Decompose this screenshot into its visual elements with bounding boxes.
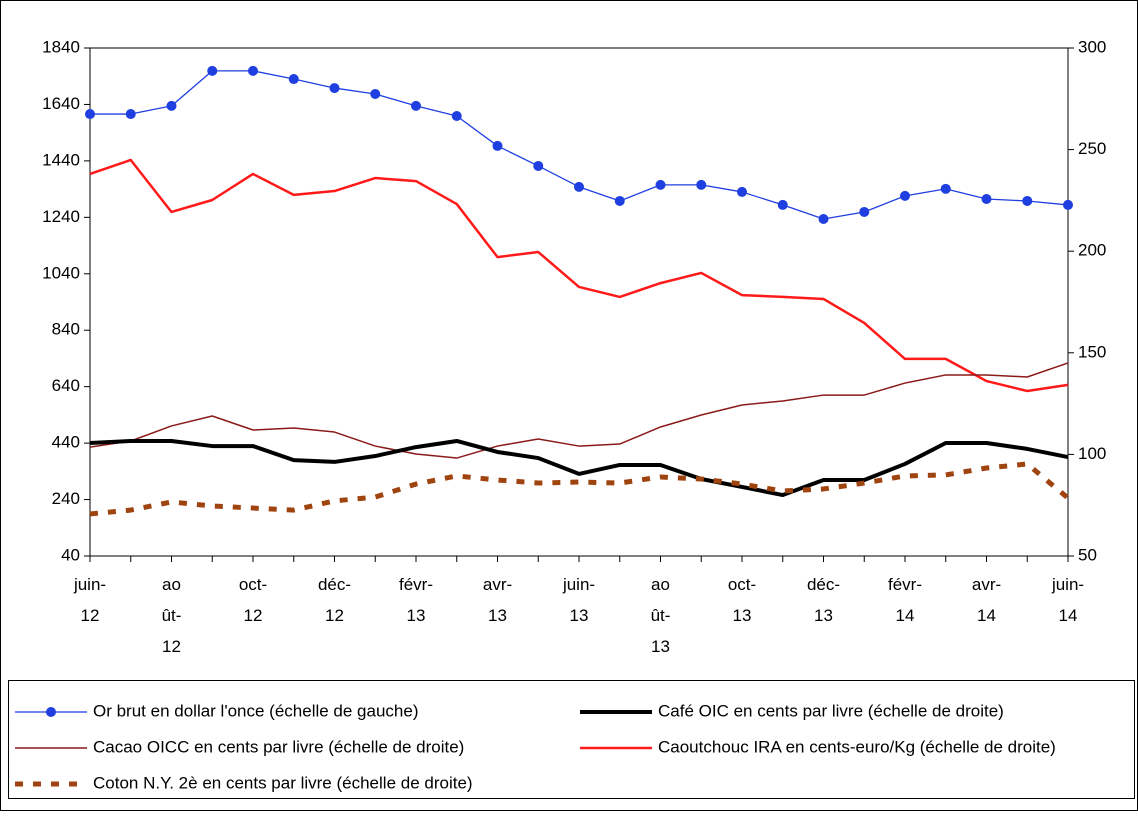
- y2-tick-label: 300: [1078, 37, 1106, 56]
- series-point: [492, 140, 503, 151]
- series-point: [614, 195, 625, 206]
- series-point: [533, 160, 544, 171]
- y-tick-label: 40: [61, 545, 80, 564]
- series-point: [451, 111, 462, 122]
- series-point: [1022, 195, 1033, 206]
- x-tick-label: févr-13: [399, 575, 433, 625]
- legend-box: [8, 680, 1135, 799]
- y2-tick-label: 250: [1078, 139, 1106, 158]
- x-tick-label: déc-13: [807, 575, 840, 625]
- series-point: [370, 89, 381, 100]
- y-tick-label: 840: [52, 320, 80, 339]
- x-tick-label: oct-13: [728, 575, 756, 625]
- series-line: [89, 461, 1070, 517]
- legend-label: Coton N.Y. 2è en cents par livre (échell…: [93, 773, 473, 792]
- legend-label: Or brut en dollar l'once (échelle de gau…: [93, 701, 419, 720]
- legend-label: Caoutchouc IRA en cents-euro/Kg (échelle…: [658, 737, 1056, 756]
- series-point: [411, 100, 421, 111]
- series-point: [248, 65, 258, 76]
- y-tick-label: 1240: [42, 207, 80, 226]
- series-point: [940, 183, 951, 194]
- y-tick-label: 240: [52, 489, 80, 508]
- series-point: [696, 179, 707, 190]
- y2-tick-label: 150: [1078, 342, 1106, 361]
- series-point: [655, 179, 666, 190]
- series-point: [981, 193, 992, 204]
- series-point: [818, 214, 829, 225]
- x-tick-label: juin-12: [73, 575, 106, 625]
- x-tick-label: oct-12: [239, 575, 267, 625]
- series-point: [166, 100, 177, 111]
- y-tick-label: 1040: [42, 263, 80, 282]
- legend-marker: [46, 707, 56, 717]
- series-point: [777, 199, 788, 210]
- y-tick-label: 640: [52, 376, 80, 395]
- x-tick-label: févr-14: [888, 575, 922, 625]
- series-point: [900, 190, 910, 201]
- y-tick-label: 1840: [42, 37, 80, 56]
- legend-label: Café OIC en cents par livre (échelle de …: [658, 701, 1004, 720]
- series-point: [1063, 199, 1073, 210]
- x-tick-label: avr-14: [972, 575, 1001, 625]
- x-tick-label: juin-13: [562, 575, 595, 625]
- series-point: [125, 109, 136, 120]
- y-tick-label: 1640: [42, 94, 80, 113]
- series-line: [89, 158, 1069, 393]
- series-point: [207, 65, 218, 76]
- x-tick-label: déc-12: [318, 575, 351, 625]
- series-point: [85, 109, 95, 120]
- series-line: [89, 438, 1069, 498]
- y-tick-label: 1440: [42, 150, 80, 169]
- y2-tick-label: 50: [1078, 545, 1097, 564]
- series-point: [859, 206, 870, 217]
- x-tick-label: avr-13: [483, 575, 512, 625]
- series-point: [574, 181, 584, 192]
- legend-label: Cacao OICC en cents par livre (échelle d…: [93, 737, 464, 756]
- y2-tick-label: 200: [1078, 241, 1106, 260]
- series-point: [329, 83, 340, 94]
- series-point: [288, 74, 299, 85]
- y-tick-label: 440: [52, 433, 80, 452]
- x-tick-label: juin-14: [1051, 575, 1084, 625]
- series-point: [737, 186, 747, 197]
- x-tick-label: ao ût-13: [651, 575, 671, 656]
- y2-tick-label: 100: [1078, 444, 1106, 463]
- x-tick-label: ao ût-12: [162, 575, 182, 656]
- series-line: [89, 362, 1069, 459]
